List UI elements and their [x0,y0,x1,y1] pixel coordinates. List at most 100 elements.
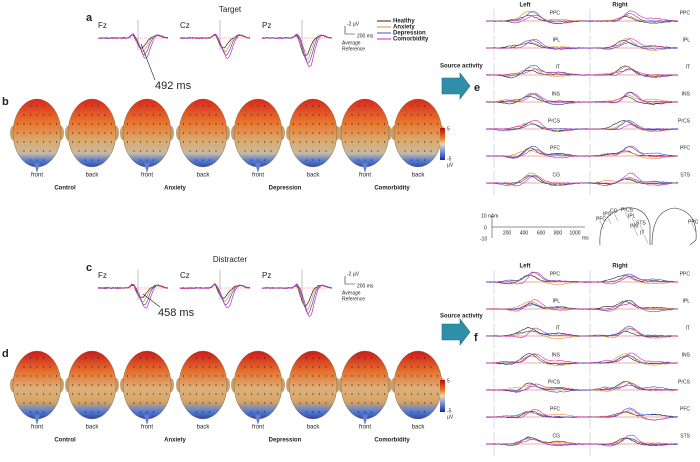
electrode [404,141,406,143]
electrode [42,375,45,377]
label: PPC [550,10,561,16]
electrode [126,132,129,134]
electrode [84,384,87,386]
label: CG [553,433,561,439]
electrode [78,402,80,404]
electrode [257,141,259,143]
electrode [195,411,198,413]
electrode [208,375,211,377]
electrode [417,402,419,404]
electrode [29,375,32,377]
electrode [299,150,301,152]
label: 458 ms [158,307,195,319]
electrode [312,366,314,368]
electrode [126,141,129,143]
electrode [36,357,38,359]
electrode [97,402,100,404]
electrode [152,105,155,107]
electrode [55,375,58,377]
label: IPL [682,37,690,43]
electrode [305,366,308,368]
trace [485,92,583,105]
electrode [16,375,19,377]
electrode [423,366,426,368]
electrode [49,150,51,152]
electrode [91,393,93,395]
electrode [133,123,135,125]
trace [262,285,333,307]
electrode [23,132,25,134]
electrode [152,141,155,143]
electrode [305,105,308,107]
electrode [165,141,168,143]
electrode [23,123,25,125]
trace [581,274,679,283]
electrode [104,132,106,134]
electrode [152,366,155,368]
electrode [250,411,253,413]
electrode [215,366,217,368]
electrode [195,150,198,152]
trace [581,172,679,187]
electrode [299,132,301,134]
electrode [202,150,204,152]
electrode [423,114,426,116]
electrode [189,366,191,368]
electrode [305,411,308,413]
electrode [364,150,366,152]
trace [485,149,583,159]
label: PrCS [678,118,691,124]
label: PrCS [621,207,634,213]
electrode [331,141,334,143]
electrode [139,357,142,359]
electrode [23,366,25,368]
electrode [91,132,93,134]
label: front [141,425,153,431]
electrode [84,105,87,107]
trace [486,274,583,285]
electrode [202,411,204,413]
electrode [215,150,217,152]
electrode [36,141,38,143]
electrode [364,357,366,359]
electrode [351,150,353,152]
electrode [436,132,439,134]
label: back [307,425,321,431]
label: STS [680,172,690,178]
electrode [202,357,204,359]
label: IPL [552,37,560,43]
label: PrCS [548,379,561,385]
electrode [237,375,240,377]
electrode [357,150,360,152]
electrode [292,132,295,134]
electrode [325,132,327,134]
electrode [299,141,301,143]
electrode [331,132,334,134]
label: Source activity [440,314,483,320]
electrode [344,141,347,143]
electrode [318,366,321,368]
electrode [305,159,308,161]
electrode [23,384,25,386]
electrode [97,123,100,125]
electrode [36,366,38,368]
electrode [237,393,240,395]
electrode [146,393,148,395]
electrode [383,123,386,125]
trace [581,13,679,23]
electrode [152,375,155,377]
electrode [221,384,224,386]
label: µV [447,162,454,168]
label: PFC [680,406,690,412]
label: Depression [269,438,302,444]
electrode [331,123,334,125]
electrode [370,150,373,152]
electrode [318,393,321,395]
trace [97,283,169,309]
electrode [305,384,308,386]
trace [581,384,679,391]
electrode [221,123,224,125]
electrode [146,159,148,161]
electrode [237,141,240,143]
electrode [36,123,38,125]
